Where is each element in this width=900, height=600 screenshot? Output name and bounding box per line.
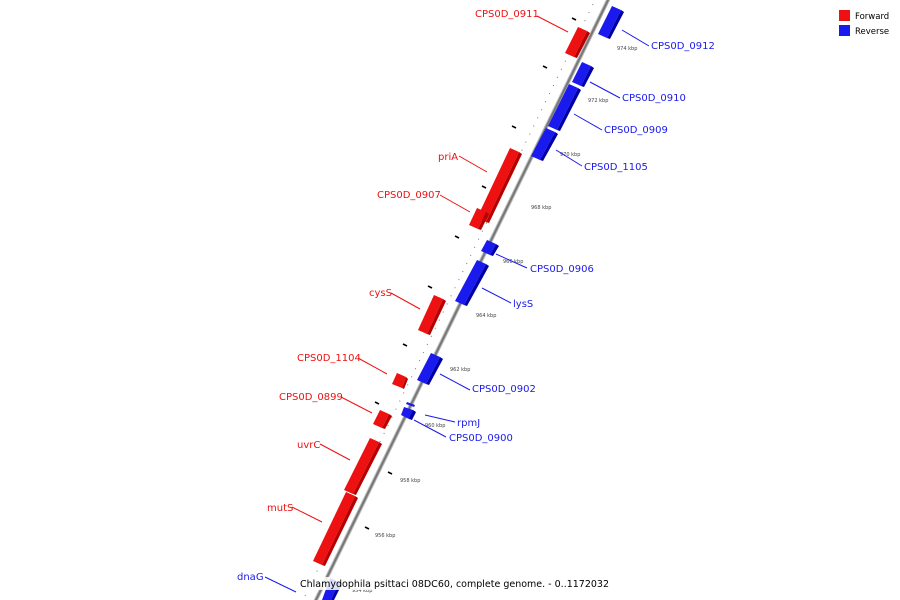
gene-label-lys-s[interactable]: lysS [513, 299, 533, 310]
leader-line-cps0d-0900 [413, 419, 447, 438]
gene-glyph-cps0d-0899[interactable] [373, 410, 392, 429]
gene-label-dna-g[interactable]: dnaG [237, 572, 264, 583]
gene-glyph-cps0d-1104[interactable] [392, 373, 408, 389]
leader-line-mut-s [291, 506, 323, 523]
gene-label-cys-s[interactable]: cysS [369, 288, 392, 299]
tick-label: 956 kbp [375, 533, 395, 539]
major-tick [402, 343, 408, 347]
tick-label: 962 kbp [450, 367, 470, 373]
gene-label-cps0d-1104[interactable]: CPS0D_1104 [297, 353, 361, 364]
gene-label-cps0d-0899[interactable]: CPS0D_0899 [279, 392, 343, 403]
tick-label: 958 kbp [400, 478, 420, 484]
reverse-genes [322, 6, 624, 600]
leader-line-cps0d-0906 [495, 253, 528, 269]
major-tick [454, 235, 460, 239]
leader-line-rpm-j [424, 414, 456, 423]
gene-glyph-cps0d-0912[interactable] [598, 6, 624, 39]
gene-label-rpm-j[interactable]: rpmJ [457, 418, 480, 429]
tick-label: 972 kbp [588, 98, 608, 104]
gene-glyph-pria[interactable] [477, 148, 522, 223]
leader-line-cps0d-0907 [439, 194, 471, 213]
gene-glyph-lys-s[interactable] [455, 260, 489, 306]
gene-glyph-cps0d-0900[interactable] [401, 407, 416, 420]
major-tick [571, 17, 577, 21]
tick-labels: 974 kbp 972 kbp 970 kbp 968 kbp 966 kbp … [352, 46, 637, 594]
legend-label-reverse: Reverse [855, 27, 889, 37]
major-tick [387, 471, 393, 475]
legend-label-forward: Forward [855, 12, 889, 22]
gene-glyph-cps0d-0910[interactable] [572, 62, 594, 87]
major-tick [427, 285, 433, 289]
tick-label: 964 kbp [476, 313, 496, 319]
leader-line-cps0d-0899 [340, 396, 373, 414]
gene-label-cps0d-0910[interactable]: CPS0D_0910 [622, 93, 686, 104]
leader-line-cys-s [390, 292, 421, 310]
leader-line-cps0d-1104 [357, 357, 388, 375]
gene-glyph-mut-s[interactable] [313, 492, 358, 566]
leader-line-uvr-c [319, 443, 351, 461]
gene-label-pria[interactable]: priA [438, 152, 458, 163]
leader-line-cps0d-0912 [621, 29, 650, 47]
gene-glyph-cps0d-0907[interactable] [469, 208, 489, 230]
tick-label: 960 kbp [425, 423, 445, 429]
genome-caption: Chlamydophila psittaci 08DC60, complete … [300, 579, 609, 590]
tick-label: 954 kbp [352, 588, 372, 594]
tick-label: 974 kbp [617, 46, 637, 52]
caption-background [298, 577, 604, 590]
major-tick [364, 526, 370, 530]
major-tick [374, 401, 380, 405]
leader-line-lys-s [481, 287, 512, 304]
gene-label-cps0d-0900[interactable]: CPS0D_0900 [449, 433, 513, 444]
major-tick [481, 185, 487, 189]
legend-swatch-reverse [839, 25, 850, 36]
leader-line-pria [458, 155, 488, 173]
gene-glyph-cps0d-0911[interactable] [565, 27, 590, 58]
legend: Forward Reverse [839, 10, 889, 37]
leader-line-cps0d-0902 [439, 373, 471, 391]
gene-label-cps0d-0909[interactable]: CPS0D_0909 [604, 125, 668, 136]
gene-glyph-cps0d-0909[interactable] [548, 84, 581, 131]
leader-lines [264, 15, 650, 593]
gene-label-cps0d-0906[interactable]: CPS0D_0906 [530, 264, 594, 275]
gene-glyph-rpm-j[interactable] [406, 402, 415, 407]
gene-glyph-cps0d-1105[interactable] [531, 128, 558, 161]
gene-label-cps0d-0912[interactable]: CPS0D_0912 [651, 41, 715, 52]
forward-genes [313, 27, 590, 566]
gene-label-cps0d-0911[interactable]: CPS0D_0911 [475, 9, 539, 20]
major-tick [542, 65, 548, 69]
gene-label-cps0d-1105[interactable]: CPS0D_1105 [584, 162, 648, 173]
legend-swatch-forward [839, 10, 850, 21]
gene-glyph-uvr-c[interactable] [344, 438, 382, 495]
leader-line-dna-g [264, 576, 297, 593]
major-tick [511, 125, 517, 129]
gene-label-mut-s[interactable]: mutS [267, 503, 293, 514]
leader-line-cps0d-1105 [555, 149, 583, 167]
gene-label-cps0d-0907[interactable]: CPS0D_0907 [377, 190, 441, 201]
tick-label: 968 kbp [531, 205, 551, 211]
leader-line-cps0d-0911 [536, 15, 569, 33]
gene-label-cps0d-0902[interactable]: CPS0D_0902 [472, 384, 536, 395]
leader-line-cps0d-0909 [573, 113, 603, 131]
tick-label: 970 kbp [560, 152, 580, 158]
gene-glyph-cys-s[interactable] [418, 295, 446, 335]
gene-glyph-cps0d-0906[interactable] [481, 240, 499, 256]
gene-glyph-cps0d-0902[interactable] [417, 353, 443, 385]
gene-label-uvr-c[interactable]: uvrC [297, 440, 320, 451]
gene-labels: CPS0D_0911 CPS0D_0912 CPS0D_0910 CPS0D_0… [237, 9, 715, 583]
leader-line-cps0d-0910 [589, 81, 621, 99]
